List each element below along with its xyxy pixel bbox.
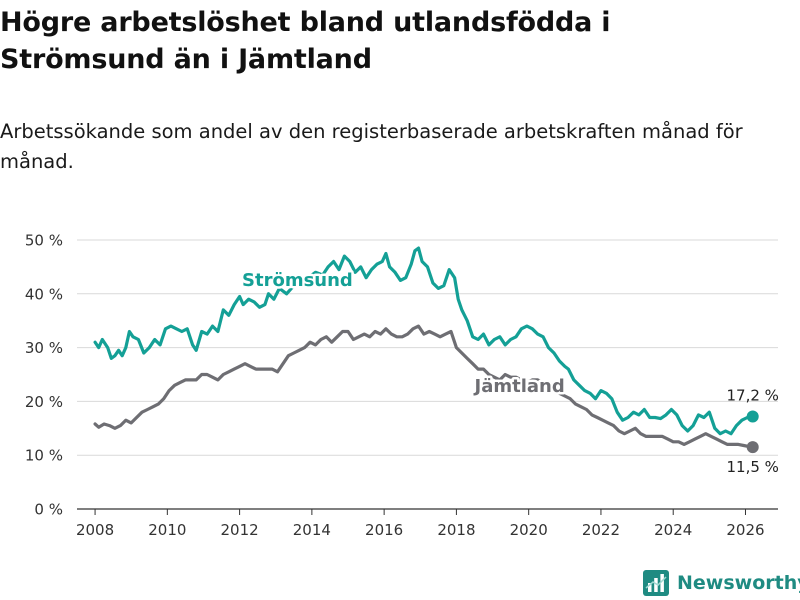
series-line-stromsund — [93, 246, 755, 436]
chart-subtitle: Arbetssökande som andel av den registerb… — [0, 120, 743, 173]
x-tick-label: 2022 — [582, 521, 620, 539]
end-point-jamtland — [746, 441, 759, 454]
x-tick-label: 2016 — [365, 521, 403, 539]
y-tick-label: 50 % — [25, 232, 63, 250]
x-tick-label: 2020 — [510, 521, 548, 539]
x-tick-label: 2018 — [437, 521, 475, 539]
bar-chart-icon — [643, 570, 669, 596]
chart-title: Högre arbetslöshet bland utlandsfödda i … — [0, 7, 611, 75]
series-label-stromsund: Strömsund — [242, 270, 353, 291]
x-tick-label: 2010 — [148, 521, 186, 539]
x-tick-label: 2008 — [76, 521, 114, 539]
series-label-jamtland: Jämtland — [473, 376, 565, 397]
newsworthy-logo: Newsworthy — [643, 568, 800, 598]
x-tick-label: 2024 — [654, 521, 692, 539]
end-point-stromsund — [746, 410, 759, 423]
y-tick-label: 0 % — [34, 501, 63, 519]
y-tick-label: 10 % — [25, 447, 63, 465]
series-line-jamtland — [93, 324, 755, 449]
end-label-stromsund: 17,2 % — [726, 386, 778, 404]
y-tick-label: 40 % — [25, 285, 63, 303]
y-tick-label: 20 % — [25, 393, 63, 411]
x-tick-label: 2014 — [293, 521, 331, 539]
x-tick-label: 2026 — [726, 521, 764, 539]
x-tick-label: 2012 — [221, 521, 259, 539]
brand-name: Newsworthy — [677, 572, 800, 594]
end-label-jamtland: 11,5 % — [726, 458, 778, 476]
y-tick-label: 30 % — [25, 339, 63, 357]
